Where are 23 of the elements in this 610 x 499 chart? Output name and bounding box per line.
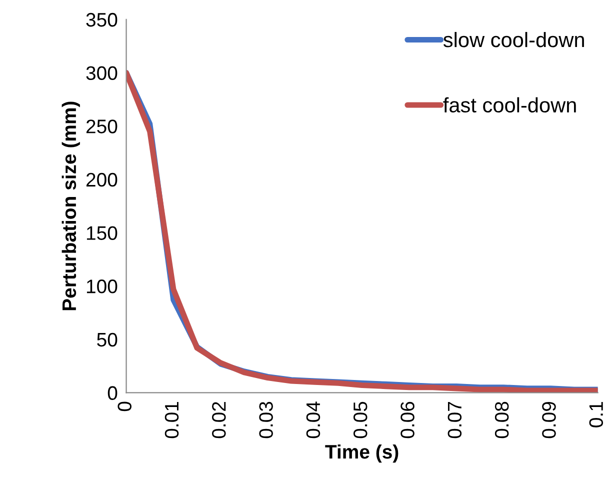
x-tick-label: 0 — [118, 402, 132, 412]
x-tick-label: 0.09 — [542, 402, 556, 438]
x-tick-label: 0.1 — [589, 402, 604, 428]
y-tick-label: 350 — [86, 12, 118, 27]
y-tick-label: 0 — [108, 386, 118, 400]
x-tick-label: 0.06 — [400, 402, 414, 438]
x-tick-label: 0.05 — [353, 402, 368, 438]
y-axis-title: Perturbation size (mm) — [62, 102, 80, 310]
y-tick-label: 50 — [97, 332, 118, 347]
y-tick-label: 150 — [86, 226, 118, 240]
x-tick-label: 0.03 — [259, 402, 273, 438]
y-tick-label: 300 — [86, 66, 118, 80]
y-tick-label: 200 — [86, 172, 118, 187]
y-tick-label: 250 — [86, 120, 118, 134]
legend-label: fast cool-down — [443, 97, 576, 113]
legend-label: slow cool-down — [443, 32, 584, 48]
x-tick-label: 0.01 — [164, 402, 179, 438]
x-axis-title: Time (s) — [325, 444, 398, 463]
x-tick-label: 0.08 — [494, 402, 509, 438]
x-tick-label: 0.02 — [212, 402, 226, 438]
x-tick-label: 0.04 — [306, 402, 320, 438]
y-tick-label: 100 — [86, 280, 118, 294]
x-tick-label: 0.07 — [448, 402, 462, 438]
